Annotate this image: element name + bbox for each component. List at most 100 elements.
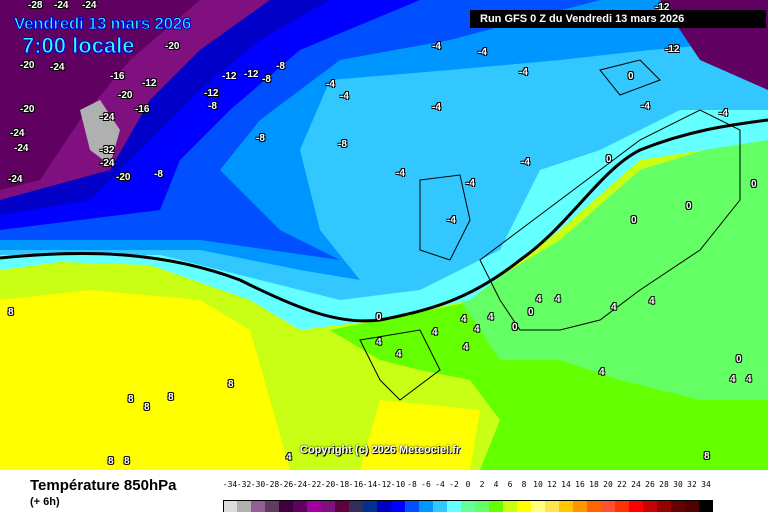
scale-tick: 28 — [659, 480, 669, 489]
scale-swatch — [237, 500, 251, 512]
isotherm-label: -20 — [20, 104, 35, 115]
scale-tick: 26 — [645, 480, 655, 489]
scale-tick: 32 — [687, 480, 697, 489]
isotherm-label: -12 — [665, 44, 680, 55]
scale-tick: -20 — [320, 480, 336, 489]
scale-swatch — [699, 500, 713, 512]
scale-tick: -16 — [348, 480, 364, 489]
isotherm-label: -24 — [100, 112, 115, 123]
isotherm-label: 0 — [686, 201, 692, 212]
isotherm-label: 4 — [536, 294, 542, 305]
isotherm-label: -20 — [118, 90, 133, 101]
region-2-4 — [460, 130, 768, 400]
isotherm-label: -12 — [222, 71, 237, 82]
isotherm-label: -20 — [20, 60, 35, 71]
isotherm-label: -12 — [204, 88, 219, 99]
scale-swatch — [447, 500, 461, 512]
scale-swatch — [223, 500, 237, 512]
isotherm-label: 4 — [461, 314, 467, 325]
scale-tick: -8 — [407, 480, 417, 489]
isotherm-label: 4 — [746, 374, 752, 385]
isotherm-label: 0 — [376, 312, 382, 323]
isotherm-label: 4 — [376, 337, 382, 348]
isotherm-label: -4 — [521, 157, 530, 168]
scale-tick: 34 — [701, 480, 711, 489]
isotherm-label: -4 — [719, 108, 728, 119]
isotherm-label: -8 — [208, 101, 217, 112]
scale-swatch — [307, 500, 321, 512]
isotherm-label: 0 — [751, 179, 757, 190]
scale-border — [223, 500, 713, 512]
legend-footer: Température 850hPa (+ 6h) -34 -32 -30 -28 -2… — [0, 470, 768, 512]
scale-tick: 16 — [575, 480, 585, 489]
scale-swatch — [349, 500, 363, 512]
scale-swatch — [489, 500, 503, 512]
map-title: Température 850hPa — [30, 477, 177, 494]
isotherm-label: 8 — [8, 307, 14, 318]
isotherm-label: -16 — [135, 104, 150, 115]
isotherm-label: 8 — [168, 392, 174, 403]
scale-tick: 14 — [561, 480, 571, 489]
isotherm-label: 8 — [228, 379, 234, 390]
scale-tick: -10 — [390, 480, 406, 489]
scale-tick: -4 — [435, 480, 445, 489]
isotherm-label: 4 — [611, 302, 617, 313]
coastlines — [359, 59, 741, 401]
isotherm-label: -4 — [340, 91, 349, 102]
isotherm-label: 0 — [528, 307, 534, 318]
scale-tick: 30 — [673, 480, 683, 489]
isotherm-label: -4 — [641, 101, 650, 112]
isotherm-label: -4 — [432, 102, 441, 113]
scale-swatch — [531, 500, 545, 512]
copyright: Copyright (c) 2026 Meteociel.fr — [300, 444, 461, 456]
isotherm-label: -8 — [276, 61, 285, 72]
isotherm-label: -28 — [28, 0, 43, 11]
temperature-map — [0, 0, 768, 470]
scale-tick: -30 — [250, 480, 266, 489]
isotherm-label: -20 — [165, 41, 180, 52]
isotherm-label: -20 — [116, 172, 131, 183]
isotherm-label: -24 — [50, 62, 65, 73]
scale-tick: -12 — [376, 480, 392, 489]
isotherm-label: 4 — [649, 296, 655, 307]
region-8-10-south — [360, 400, 480, 470]
isotherm-label: 4 — [432, 327, 438, 338]
scale-tick: -32 — [236, 480, 252, 489]
scale-swatch — [461, 500, 475, 512]
scale-swatch — [657, 500, 671, 512]
isotherm-label: -16 — [110, 71, 125, 82]
scale-swatch — [629, 500, 643, 512]
isotherm-label: 4 — [396, 349, 402, 360]
isotherm-label: -4 — [519, 67, 528, 78]
isotherm-label: -24 — [54, 0, 69, 11]
isotherm-label: -8 — [338, 139, 347, 150]
scale-tick: 18 — [589, 480, 599, 489]
scale-swatch — [363, 500, 377, 512]
scale-swatch — [643, 500, 657, 512]
forecast-time: 7:00 locale — [22, 33, 136, 58]
scale-swatch — [517, 500, 531, 512]
region-minus24 — [0, 0, 200, 190]
scale-swatch — [293, 500, 307, 512]
scale-swatch — [335, 500, 349, 512]
isotherm-label: 4 — [488, 312, 494, 323]
isotherm-label: -8 — [154, 169, 163, 180]
scale-swatch — [251, 500, 265, 512]
isotherm-label: 4 — [286, 452, 292, 463]
isotherm-label: -24 — [82, 0, 97, 11]
scale-tick: -6 — [421, 480, 431, 489]
isotherm-label: -4 — [432, 41, 441, 52]
isotherm-label: -24 — [100, 158, 115, 169]
isotherm-label: 0 — [606, 154, 612, 165]
scale-swatch — [573, 500, 587, 512]
scale-tick: 20 — [603, 480, 613, 489]
isotherm-label: 4 — [730, 374, 736, 385]
scale-swatch — [545, 500, 559, 512]
scale-tick: -14 — [362, 480, 378, 489]
scale-tick: 12 — [547, 480, 557, 489]
isotherm-label: -4 — [396, 168, 405, 179]
isotherm-label: 8 — [128, 394, 134, 405]
scale-swatch — [433, 500, 447, 512]
isotherm-label: -24 — [14, 143, 29, 154]
